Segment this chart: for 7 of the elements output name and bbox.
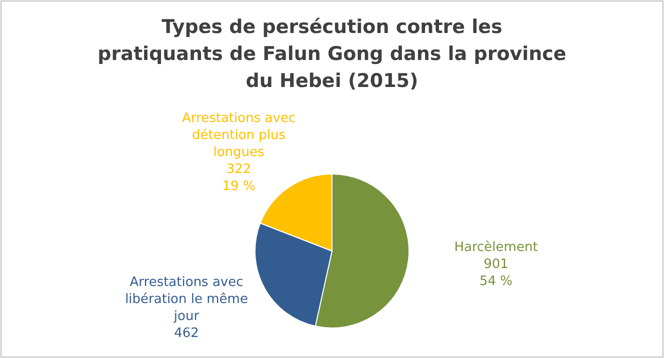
data-label: 462 (174, 326, 199, 342)
chart-title: Types de persécution contre les pratiquants de Falun Gong dans la province du Hebei (2015) (98, 16, 566, 92)
slice-label: Arrestations avec détention plus longues (182, 110, 296, 160)
slice-label: Arrestations avec libération le même jour (125, 275, 248, 324)
data-label: 901 54 % (480, 257, 513, 290)
slice-label: Harcèlement (454, 240, 538, 256)
data-label: 322 19 % (222, 162, 256, 194)
